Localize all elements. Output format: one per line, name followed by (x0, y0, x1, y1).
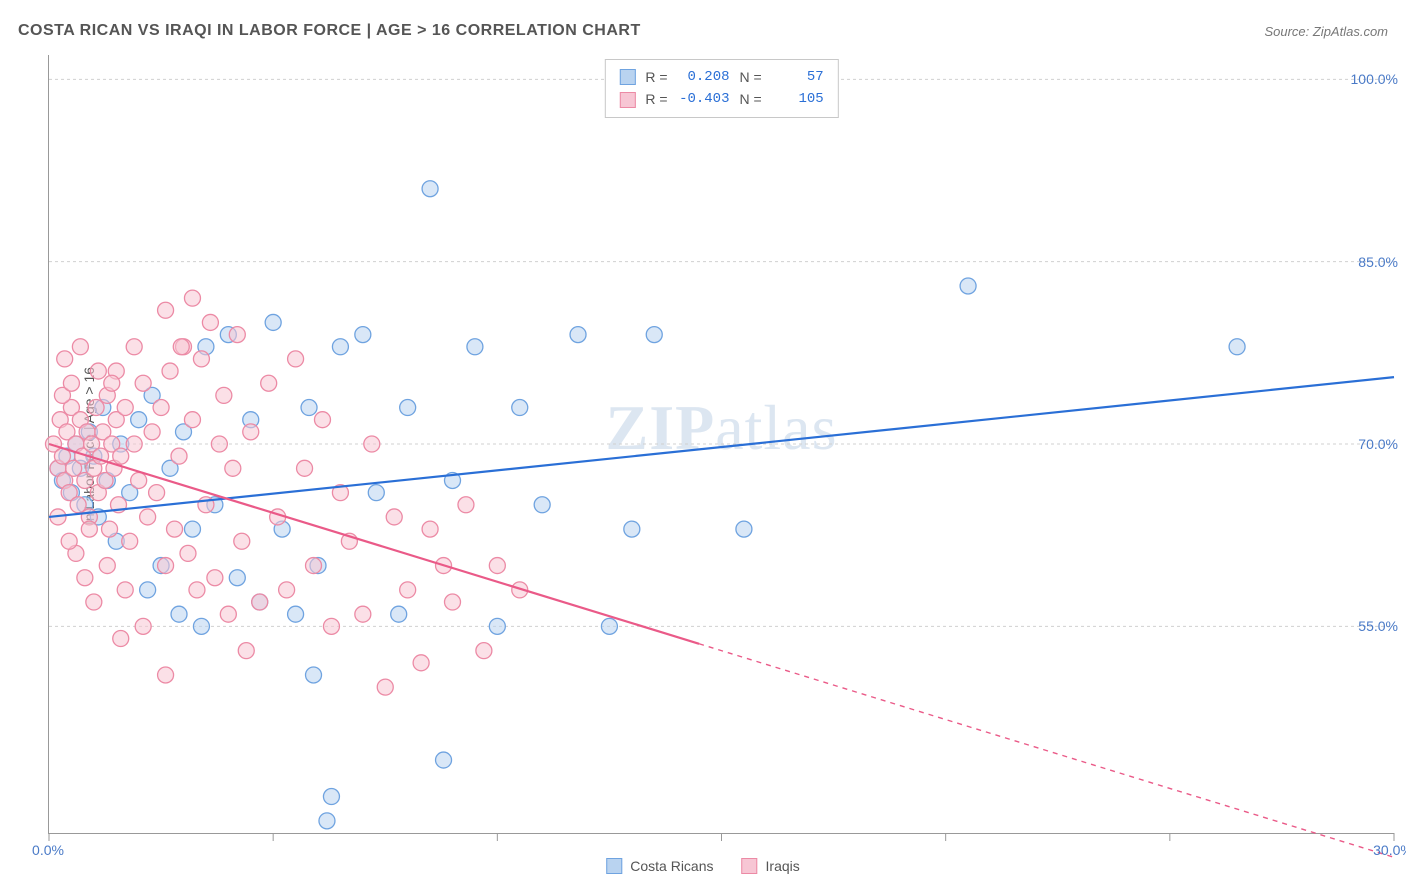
r-value-0: 0.208 (678, 66, 730, 88)
legend-swatch-0-icon (606, 858, 622, 874)
n-value-0: 57 (772, 66, 824, 88)
r-value-1: -0.403 (678, 88, 730, 110)
y-tick-label: 55.0% (1358, 618, 1398, 634)
r-label: R = (645, 66, 667, 88)
y-tick-label: 70.0% (1358, 436, 1398, 452)
legend-item-0: Costa Ricans (606, 858, 713, 874)
correlation-stats-box: R = 0.208 N = 57 R = -0.403 N = 105 (604, 59, 838, 118)
legend-label-1: Iraqis (766, 858, 800, 874)
scatter-plot-svg (49, 55, 1394, 833)
n-value-1: 105 (772, 88, 824, 110)
stats-row-series-0: R = 0.208 N = 57 (619, 66, 823, 88)
stats-row-series-1: R = -0.403 N = 105 (619, 88, 823, 110)
chart-area: ZIPatlas R = 0.208 N = 57 R = -0.403 N =… (48, 55, 1394, 834)
swatch-series-1-icon (619, 92, 635, 108)
legend-label-0: Costa Ricans (630, 858, 713, 874)
legend-swatch-1-icon (742, 858, 758, 874)
legend: Costa Ricans Iraqis (606, 858, 800, 874)
n-label: N = (740, 88, 762, 110)
x-tick-label: 0.0% (32, 842, 64, 858)
swatch-series-0-icon (619, 69, 635, 85)
source-credit: Source: ZipAtlas.com (1264, 24, 1388, 39)
n-label: N = (740, 66, 762, 88)
x-tick-label: 30.0% (1373, 842, 1406, 858)
r-label: R = (645, 88, 667, 110)
y-tick-label: 100.0% (1351, 71, 1398, 87)
chart-title: COSTA RICAN VS IRAQI IN LABOR FORCE | AG… (18, 22, 641, 40)
y-tick-label: 85.0% (1358, 254, 1398, 270)
legend-item-1: Iraqis (742, 858, 800, 874)
